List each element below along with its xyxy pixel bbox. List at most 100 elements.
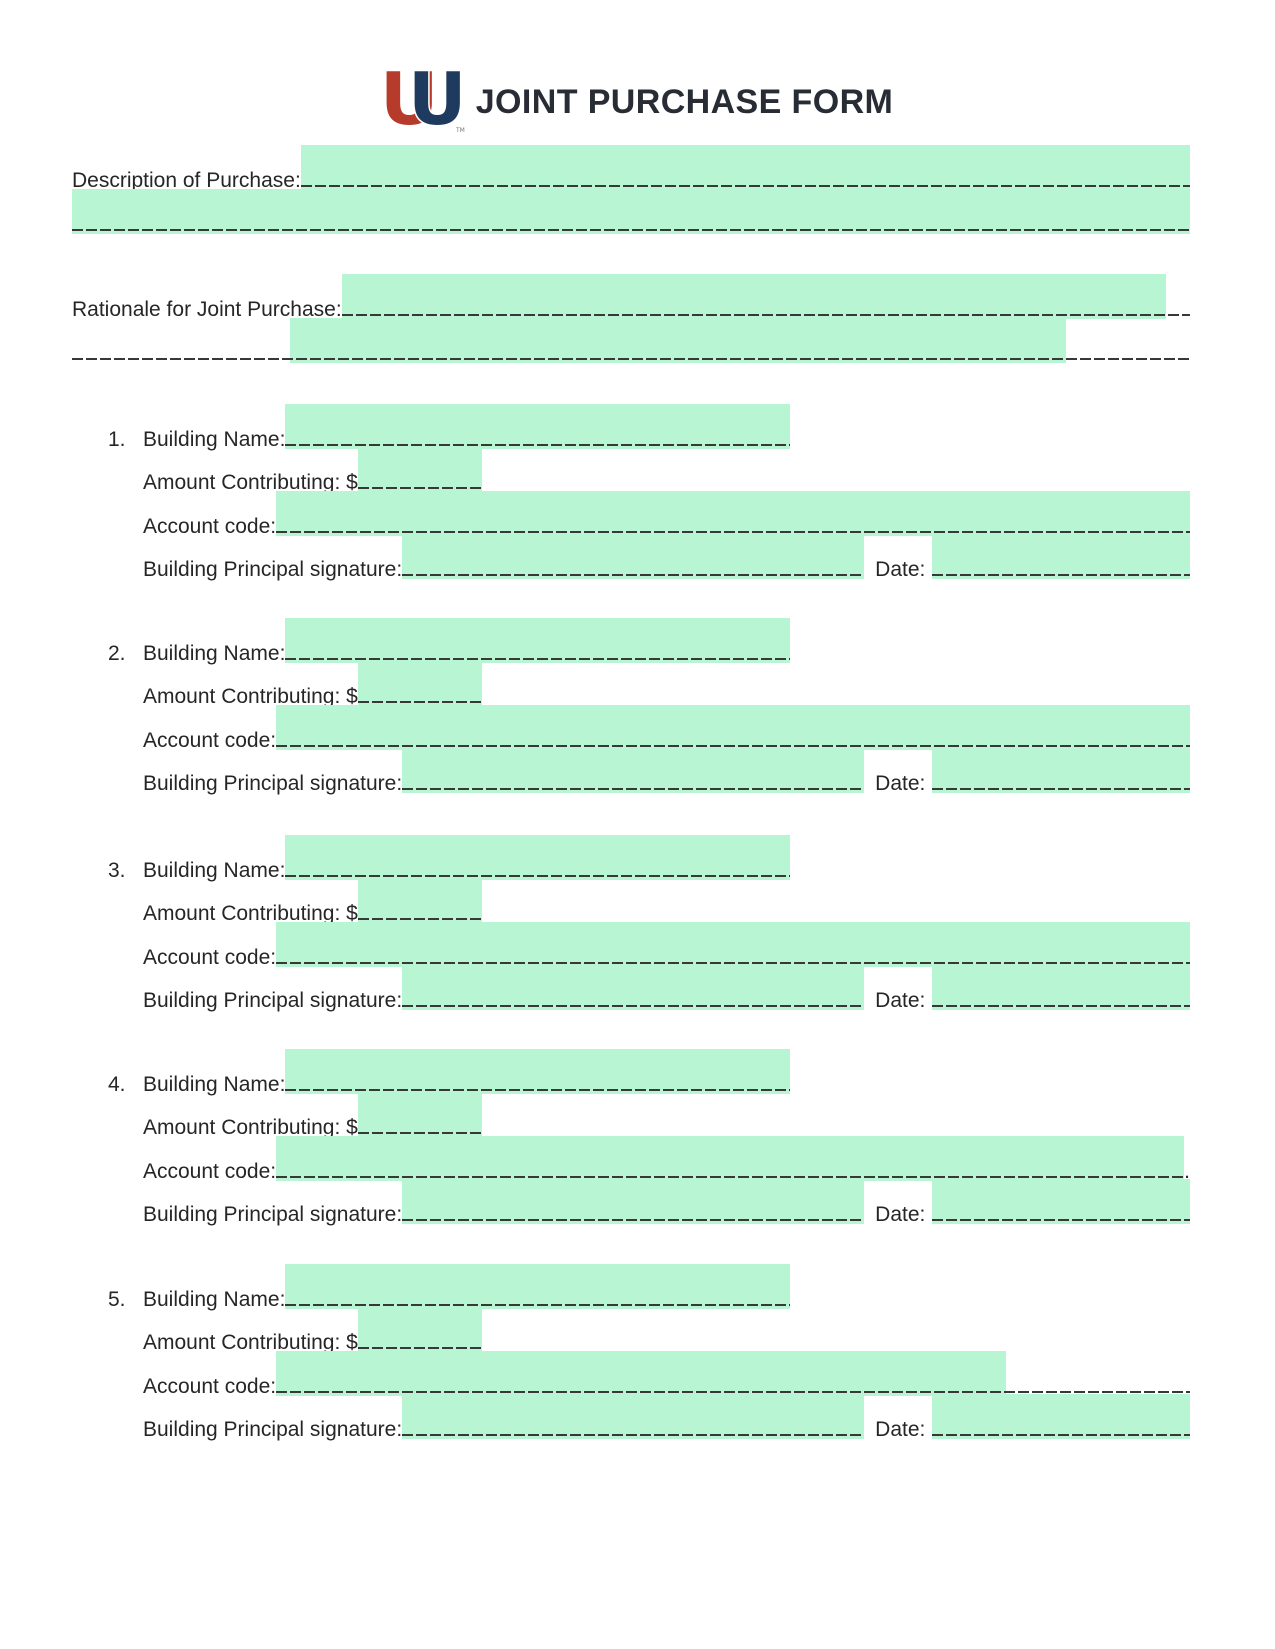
item-2-amount-row: Amount Contributing: $ — [143, 661, 482, 708]
amount-blank — [357, 878, 482, 923]
item-4-signature-row: Building Principal signature: Date: — [143, 1179, 1190, 1226]
date-blank — [932, 965, 1190, 1010]
date-field[interactable] — [932, 1394, 1190, 1439]
item-number: 5. — [108, 1288, 126, 1311]
account-line-suffix: . — [1184, 1160, 1190, 1183]
account-code-field[interactable] — [276, 922, 1190, 967]
item-2-account-row: Account code: — [143, 705, 1190, 752]
principal-signature-label: Building Principal signature: — [143, 772, 403, 795]
item-number: 3. — [108, 859, 126, 882]
signature-field[interactable] — [402, 1179, 865, 1224]
account-code-label: Account code: — [143, 946, 277, 969]
date-label: Date: — [875, 1203, 926, 1226]
amount-label: Amount Contributing: $ — [143, 471, 358, 494]
building-name-blank — [285, 1049, 791, 1094]
building-name-blank — [285, 835, 791, 880]
item-3-account-row: Account code: — [143, 922, 1190, 969]
date-label: Date: — [875, 989, 926, 1012]
rationale-field-line2[interactable] — [290, 318, 1066, 363]
account-code-blank — [276, 705, 1190, 750]
signature-blank — [402, 748, 865, 793]
building-name-field[interactable] — [285, 1049, 791, 1094]
item-5-building-name-row: 5. Building Name: — [108, 1264, 791, 1311]
building-name-label: Building Name: — [143, 1073, 286, 1096]
u-logo-red-shape: U — [382, 68, 438, 136]
rationale-label: Rationale for Joint Purchase: — [72, 298, 342, 321]
amount-field[interactable] — [357, 1307, 482, 1352]
date-field[interactable] — [932, 965, 1190, 1010]
amount-blank — [357, 661, 482, 706]
principal-signature-label: Building Principal signature: — [143, 1418, 403, 1441]
building-name-blank — [285, 1264, 791, 1309]
building-name-label: Building Name: — [143, 428, 286, 451]
date-blank — [932, 748, 1190, 793]
signature-blank — [402, 1394, 865, 1439]
building-name-label: Building Name: — [143, 642, 286, 665]
date-blank — [932, 534, 1190, 579]
u-logo-tm-mark: TM — [455, 127, 465, 134]
date-field[interactable] — [932, 1179, 1190, 1224]
building-name-label: Building Name: — [143, 1288, 286, 1311]
rationale-blank-2 — [72, 318, 1190, 363]
date-label: Date: — [875, 558, 926, 581]
account-code-field[interactable] — [276, 491, 1190, 536]
item-number: 4. — [108, 1073, 126, 1096]
date-blank — [932, 1394, 1190, 1439]
date-field[interactable] — [932, 534, 1190, 579]
account-code-label: Account code: — [143, 515, 277, 538]
signature-field[interactable] — [402, 1394, 865, 1439]
item-5-account-row: Account code: — [143, 1351, 1190, 1398]
building-name-field[interactable] — [285, 618, 791, 663]
amount-field[interactable] — [357, 878, 482, 923]
item-3-signature-row: Building Principal signature: Date: — [143, 965, 1190, 1012]
description-field-line2[interactable] — [72, 189, 1190, 234]
account-code-label: Account code: — [143, 1375, 277, 1398]
amount-field[interactable] — [357, 447, 482, 492]
signature-field[interactable] — [402, 965, 865, 1010]
building-name-field[interactable] — [285, 835, 791, 880]
item-1-building-name-row: 1. Building Name: — [108, 404, 791, 451]
building-name-label: Building Name: — [143, 859, 286, 882]
item-1-signature-row: Building Principal signature: Date: — [143, 534, 1190, 581]
description-blank-2 — [72, 189, 1190, 234]
principal-signature-label: Building Principal signature: — [143, 1203, 403, 1226]
signature-field[interactable] — [402, 748, 865, 793]
amount-label: Amount Contributing: $ — [143, 685, 358, 708]
building-name-blank — [285, 618, 791, 663]
description-row-2 — [72, 189, 1190, 234]
item-number: 1. — [108, 428, 126, 451]
item-5-signature-row: Building Principal signature: Date: — [143, 1394, 1190, 1441]
rationale-field-line1[interactable] — [341, 274, 1166, 319]
principal-signature-label: Building Principal signature: — [143, 989, 403, 1012]
description-label: Description of Purchase: — [72, 169, 301, 192]
account-code-blank — [276, 1351, 1190, 1396]
item-1-account-row: Account code: — [143, 491, 1190, 538]
item-4-building-name-row: 4. Building Name: — [108, 1049, 791, 1096]
account-code-field[interactable] — [276, 705, 1190, 750]
account-code-blank — [276, 922, 1190, 967]
building-name-field[interactable] — [285, 404, 791, 449]
building-name-field[interactable] — [285, 1264, 791, 1309]
date-field[interactable] — [932, 748, 1190, 793]
principal-signature-label: Building Principal signature: — [143, 558, 403, 581]
description-field-line1[interactable] — [300, 145, 1190, 190]
item-5-amount-row: Amount Contributing: $ — [143, 1307, 482, 1354]
amount-field[interactable] — [357, 1092, 482, 1137]
amount-label: Amount Contributing: $ — [143, 1331, 358, 1354]
account-code-field[interactable] — [276, 1136, 1185, 1181]
signature-field[interactable] — [402, 534, 865, 579]
account-code-field[interactable] — [276, 1351, 1007, 1396]
rationale-row-1: Rationale for Joint Purchase: — [72, 274, 1191, 321]
item-4-account-row: Account code: . — [143, 1136, 1190, 1183]
item-1-amount-row: Amount Contributing: $ — [143, 447, 482, 494]
amount-field[interactable] — [357, 661, 482, 706]
account-code-label: Account code: — [143, 729, 277, 752]
account-code-blank — [276, 491, 1190, 536]
item-3-amount-row: Amount Contributing: $ — [143, 878, 482, 925]
item-4-amount-row: Amount Contributing: $ — [143, 1092, 482, 1139]
date-label: Date: — [875, 1418, 926, 1441]
signature-blank — [402, 534, 865, 579]
item-2-building-name-row: 2. Building Name: — [108, 618, 791, 665]
date-blank — [932, 1179, 1190, 1224]
